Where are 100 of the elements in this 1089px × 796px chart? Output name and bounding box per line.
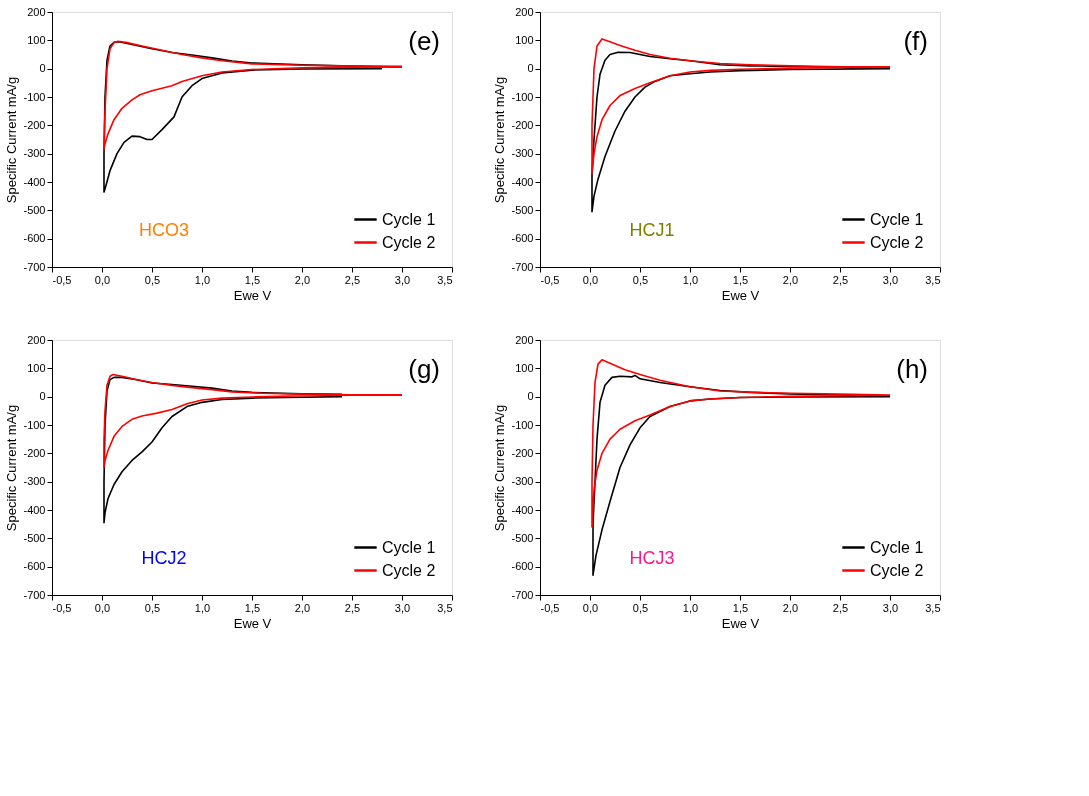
x-tick-label: 3,5 [925, 601, 941, 614]
x-tick-label: 1,5 [244, 273, 261, 286]
y-tick-label: 0 [527, 62, 534, 75]
y-tick-label: 100 [515, 33, 534, 46]
x-tick-label: 1,0 [682, 601, 699, 614]
x-tick-label: -0,5 [52, 601, 72, 614]
y-tick-label: -500 [511, 203, 534, 216]
x-axis-title: Ewe V [233, 287, 272, 303]
x-tick-label: 0,5 [144, 601, 161, 614]
y-tick-label: -200 [23, 446, 46, 459]
x-tick-label: 1,5 [244, 601, 261, 614]
y-axis-title: Specific Current mA/g [492, 404, 508, 532]
x-tick-label: 1,0 [682, 273, 699, 286]
y-tick-label: 0 [39, 390, 46, 403]
legend-label: Cycle 1 [870, 538, 924, 556]
legend-label: Cycle 2 [870, 233, 924, 251]
y-tick-label: -600 [511, 232, 534, 245]
x-tick-label: 3,5 [437, 273, 453, 286]
line-series [591, 359, 891, 528]
x-tick-label: 2,5 [832, 601, 849, 614]
y-tick-label: -100 [511, 90, 534, 103]
y-tick-label: -300 [511, 475, 534, 488]
x-tick-label: -0,5 [540, 273, 560, 286]
y-tick-label: -200 [511, 118, 534, 131]
annotation: HCO3 [138, 220, 190, 240]
y-tick-label: -400 [23, 503, 46, 516]
x-tick-label: -0,5 [52, 273, 72, 286]
y-tick-label: -700 [511, 260, 534, 273]
y-tick-label: 200 [27, 333, 46, 346]
x-tick-label: 0,5 [632, 601, 649, 614]
y-tick-label: -300 [23, 147, 46, 160]
y-tick-label: 200 [515, 333, 534, 346]
y-tick-label: -700 [23, 588, 46, 601]
y-tick-label: 100 [27, 33, 46, 46]
y-tick-label: -300 [23, 475, 46, 488]
y-axis-title: Specific Current mA/g [4, 76, 20, 204]
y-tick-label: -600 [511, 560, 534, 573]
line-series [103, 373, 403, 469]
x-tick-label: 0,5 [144, 273, 161, 286]
x-tick-label: 3,5 [925, 273, 941, 286]
annotation: HCJ1 [629, 220, 675, 240]
y-tick-label: -500 [511, 531, 534, 544]
y-tick-label: 0 [527, 390, 534, 403]
legend-label: Cycle 1 [382, 210, 436, 228]
x-tick-label: 3,0 [394, 273, 411, 286]
x-tick-label: 2,5 [344, 601, 361, 614]
annotation: (f) [903, 26, 928, 56]
legend-label: Cycle 2 [870, 561, 924, 579]
x-tick-label: 0,0 [94, 601, 111, 614]
y-tick-label: 200 [515, 5, 534, 18]
x-tick-label: 1,0 [194, 273, 211, 286]
x-tick-label: 0,0 [582, 601, 599, 614]
annotation: (e) [408, 26, 440, 56]
y-tick-label: 100 [515, 361, 534, 374]
x-tick-label: 1,5 [732, 601, 749, 614]
x-tick-label: -0,5 [540, 601, 560, 614]
line-series [591, 38, 891, 175]
x-tick-label: 1,0 [194, 601, 211, 614]
y-tick-label: -500 [23, 203, 46, 216]
x-tick-label: 2,5 [832, 273, 849, 286]
y-tick-label: -400 [511, 175, 534, 188]
y-axis-title: Specific Current mA/g [492, 76, 508, 204]
legend-label: Cycle 2 [382, 561, 436, 579]
y-tick-label: -400 [23, 175, 46, 188]
annotation: (g) [408, 354, 440, 384]
x-axis-title: Ewe V [233, 615, 272, 631]
y-tick-label: 100 [27, 361, 46, 374]
y-tick-label: -700 [511, 588, 534, 601]
x-tick-label: 0,0 [94, 273, 111, 286]
y-tick-label: -700 [23, 260, 46, 273]
legend-label: Cycle 1 [870, 210, 924, 228]
y-tick-label: 200 [27, 5, 46, 18]
x-tick-label: 2,0 [782, 601, 799, 614]
x-axis-title: Ewe V [721, 287, 760, 303]
x-tick-label: 2,0 [782, 273, 799, 286]
x-tick-label: 3,0 [882, 273, 899, 286]
y-tick-label: -200 [23, 118, 46, 131]
y-tick-label: -100 [511, 418, 534, 431]
x-tick-label: 2,5 [344, 273, 361, 286]
y-tick-label: -100 [23, 90, 46, 103]
y-tick-label: -500 [23, 531, 46, 544]
x-tick-label: 1,5 [732, 273, 749, 286]
x-tick-label: 0,5 [632, 273, 649, 286]
y-tick-label: -100 [23, 418, 46, 431]
x-axis-title: Ewe V [721, 615, 760, 631]
y-tick-label: -600 [23, 232, 46, 245]
x-tick-label: 3,0 [882, 601, 899, 614]
line-series [103, 40, 403, 151]
y-tick-label: 0 [39, 62, 46, 75]
x-tick-label: 0,0 [582, 273, 599, 286]
y-tick-label: -300 [511, 147, 534, 160]
y-tick-label: -200 [511, 446, 534, 459]
legend-label: Cycle 1 [382, 538, 436, 556]
line-series [591, 51, 891, 213]
y-tick-label: -600 [23, 560, 46, 573]
x-tick-label: 3,5 [437, 601, 453, 614]
annotation: HCJ2 [141, 548, 187, 568]
annotation: HCJ3 [629, 548, 675, 568]
x-tick-label: 3,0 [394, 601, 411, 614]
x-tick-label: 2,0 [294, 601, 311, 614]
